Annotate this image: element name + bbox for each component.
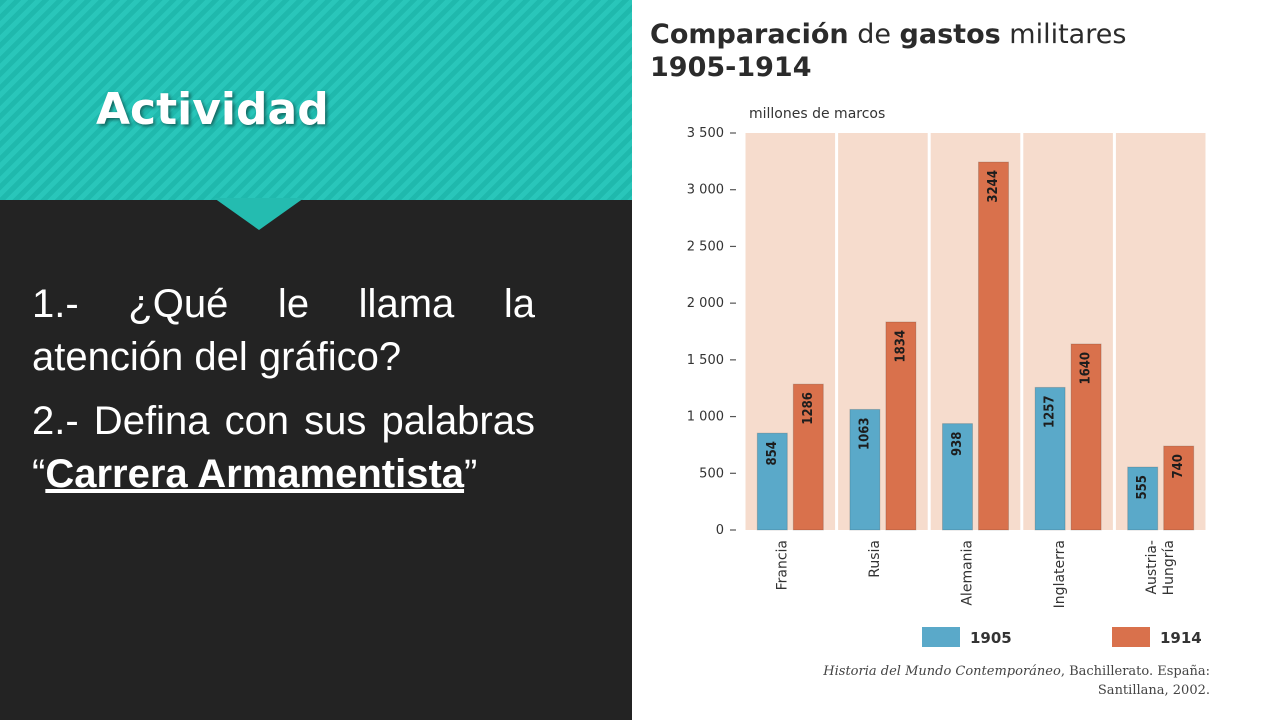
legend-label-1905: 1905 bbox=[970, 629, 1012, 647]
chart-title-years: 1905-1914 bbox=[650, 52, 812, 83]
question-2-suffix: ” bbox=[464, 452, 478, 496]
data-label-1905-austria-hungría: 555 bbox=[1135, 475, 1150, 499]
chart-title: Comparación de gastos militares 1905-1914 bbox=[650, 18, 1126, 84]
data-label-1905-alemania: 938 bbox=[950, 432, 965, 456]
legend-swatch-1914 bbox=[1112, 627, 1150, 647]
x-tick-label-inglaterra: Inglaterra bbox=[1052, 540, 1068, 608]
y-tick-label-2000: 2 000 bbox=[687, 296, 724, 311]
bar-1905-rusia bbox=[849, 408, 881, 531]
question-2: 2.- Defina con sus palabras “Carrera Arm… bbox=[32, 395, 535, 501]
y-tick-label-3500: 3 500 bbox=[687, 126, 724, 141]
x-tick-label-francia: Francia bbox=[774, 540, 790, 590]
data-label-1905-francia: 854 bbox=[765, 441, 780, 465]
y-tick-label-1000: 1 000 bbox=[687, 410, 724, 425]
question-1: 1.- ¿Qué le llama la atención del gráfic… bbox=[32, 282, 535, 379]
source-details: , Bachillerato. España: bbox=[1060, 664, 1210, 679]
bar-1914-rusia bbox=[885, 321, 917, 531]
data-label-1914-inglaterra: 1640 bbox=[1079, 352, 1094, 385]
bar-1914-francia bbox=[792, 383, 824, 531]
x-tick-label-austria-hungría-2: Hungría bbox=[1161, 540, 1177, 595]
chart-title-part-3b: militares bbox=[1000, 19, 1127, 50]
banner-notch bbox=[214, 198, 304, 230]
source-citation: Historia del Mundo Contemporáneo, Bachil… bbox=[823, 662, 1210, 700]
bar-1914-austria-hungría bbox=[1163, 445, 1195, 531]
source-work-title: Historia del Mundo Contemporáneo bbox=[823, 664, 1061, 679]
x-tick-label-austria-hungría-1: Austria- bbox=[1144, 540, 1160, 595]
x-tick-label-alemania: Alemania bbox=[960, 540, 976, 606]
questions-block: 1.- ¿Qué le llama la atención del gráfic… bbox=[32, 278, 535, 512]
bar-1905-inglaterra bbox=[1034, 386, 1066, 531]
data-label-1905-inglaterra: 1257 bbox=[1043, 395, 1058, 428]
bar-1914-alemania bbox=[978, 161, 1009, 531]
question-2-term: Carrera Armamentista bbox=[45, 452, 465, 496]
data-label-1914-rusia: 1834 bbox=[893, 330, 908, 363]
chart-title-part-1: Comparación bbox=[650, 19, 849, 50]
bar-1905-alemania bbox=[942, 423, 973, 531]
chart-title-part-3: gastos bbox=[899, 19, 1001, 50]
legend-swatch-1905 bbox=[922, 627, 960, 647]
chart-title-part-2: de bbox=[848, 19, 900, 50]
bar-1905-francia bbox=[756, 432, 788, 531]
source-publisher: Santillana, 2002. bbox=[1097, 683, 1210, 698]
title-banner bbox=[0, 0, 632, 200]
question-2-prefix: 2.- Defina con sus palabras “ bbox=[32, 399, 535, 496]
data-label-1914-austria-hungría: 740 bbox=[1171, 454, 1186, 478]
data-label-1914-francia: 1286 bbox=[801, 392, 816, 425]
y-tick-label-0: 0 bbox=[716, 523, 724, 538]
y-tick-label-2500: 2 500 bbox=[687, 239, 724, 254]
y-tick-label-500: 500 bbox=[699, 466, 724, 481]
y-tick-label-1500: 1 500 bbox=[687, 353, 724, 368]
slide-title: Actividad bbox=[96, 84, 329, 135]
bar-1914-inglaterra bbox=[1070, 343, 1102, 531]
data-label-1914-alemania: 3244 bbox=[986, 170, 1001, 203]
data-label-1905-rusia: 1063 bbox=[857, 417, 872, 450]
left-panel: Actividad 1.- ¿Qué le llama la atención … bbox=[0, 0, 632, 720]
y-tick-label-3000: 3 000 bbox=[687, 183, 724, 198]
bar-1905-austria-hungría bbox=[1127, 466, 1159, 531]
y-axis-label: millones de marcos bbox=[749, 106, 886, 122]
bar-chart: 0 500 1 000 1 500 2 000 2 500 3 000 3 500 854 106… bbox=[687, 126, 1206, 647]
x-tick-label-rusia: Rusia bbox=[867, 540, 883, 578]
legend-label-1914: 1914 bbox=[1160, 629, 1202, 647]
chart-area: Comparación de gastos militares 1905-1914… bbox=[632, 0, 1280, 720]
